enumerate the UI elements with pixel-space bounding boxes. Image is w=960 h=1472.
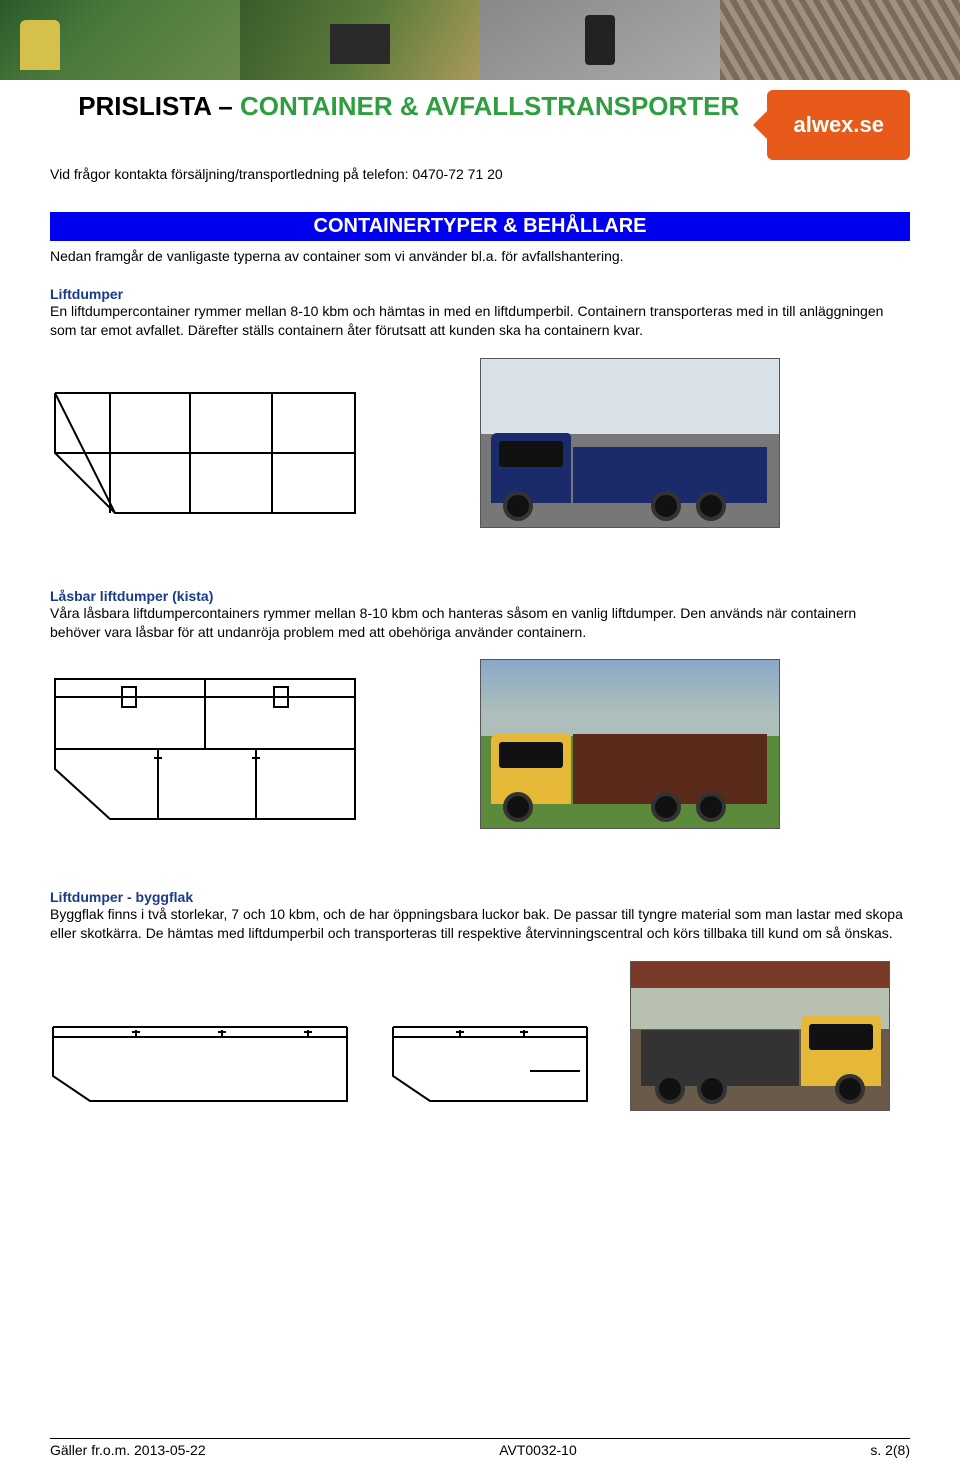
- footer-docid: AVT0032-10: [499, 1442, 577, 1458]
- section-text: Våra låsbara liftdumpercontainers rymmer…: [50, 604, 910, 642]
- brand-logo-badge: alwex.se: [767, 90, 910, 160]
- figure-row-2: [50, 659, 910, 829]
- truck-photo-2: [480, 659, 780, 829]
- open-skip-diagram: [50, 378, 360, 528]
- title-row: PRISLISTA – CONTAINER & AVFALLSTRANSPORT…: [50, 90, 910, 160]
- section-liftdumper: Liftdumper En liftdumpercontainer rymmer…: [50, 286, 910, 340]
- section-title: Låsbar liftdumper (kista): [50, 588, 910, 604]
- title-part-2: CONTAINER & AVFALLSTRANSPORTER: [240, 91, 739, 121]
- page-title: PRISLISTA – CONTAINER & AVFALLSTRANSPORT…: [50, 90, 767, 123]
- section-text: En liftdumpercontainer rymmer mellan 8-1…: [50, 302, 910, 340]
- banner-photo-4: [720, 0, 960, 80]
- section-intro: Nedan framgår de vanligaste typerna av c…: [50, 247, 910, 266]
- banner-photo-3: [480, 0, 720, 80]
- section-byggflak: Liftdumper - byggflak Byggflak finns i t…: [50, 889, 910, 943]
- truck-photo-1: [480, 358, 780, 528]
- section-title: Liftdumper: [50, 286, 910, 302]
- footer-date: Gäller fr.o.m. 2013-05-22: [50, 1442, 206, 1458]
- header-photo-banner: [0, 0, 960, 80]
- truck-photo-3: [630, 961, 890, 1111]
- contact-subhead: Vid frågor kontakta försäljning/transpor…: [50, 166, 910, 182]
- closed-skip-diagram: [50, 669, 360, 829]
- banner-photo-2: [240, 0, 480, 80]
- page: PRISLISTA – CONTAINER & AVFALLSTRANSPORT…: [0, 0, 960, 1472]
- section-lasbar: Låsbar liftdumper (kista) Våra låsbara l…: [50, 588, 910, 642]
- title-part-1: PRISLISTA –: [78, 91, 240, 121]
- figure-row-3: [50, 961, 910, 1111]
- page-footer: Gäller fr.o.m. 2013-05-22 AVT0032-10 s. …: [50, 1438, 910, 1458]
- section-text: Byggflak finns i två storlekar, 7 och 10…: [50, 905, 910, 943]
- banner-photo-1: [0, 0, 240, 80]
- section-bar: CONTAINERTYPER & BEHÅLLARE: [50, 212, 910, 241]
- section-title: Liftdumper - byggflak: [50, 889, 910, 905]
- flatbed-small-diagram: [390, 1021, 590, 1111]
- footer-page: s. 2(8): [870, 1442, 910, 1458]
- title-block: PRISLISTA – CONTAINER & AVFALLSTRANSPORT…: [50, 90, 767, 123]
- flatbed-large-diagram: [50, 1021, 350, 1111]
- figure-row-1: [50, 358, 910, 528]
